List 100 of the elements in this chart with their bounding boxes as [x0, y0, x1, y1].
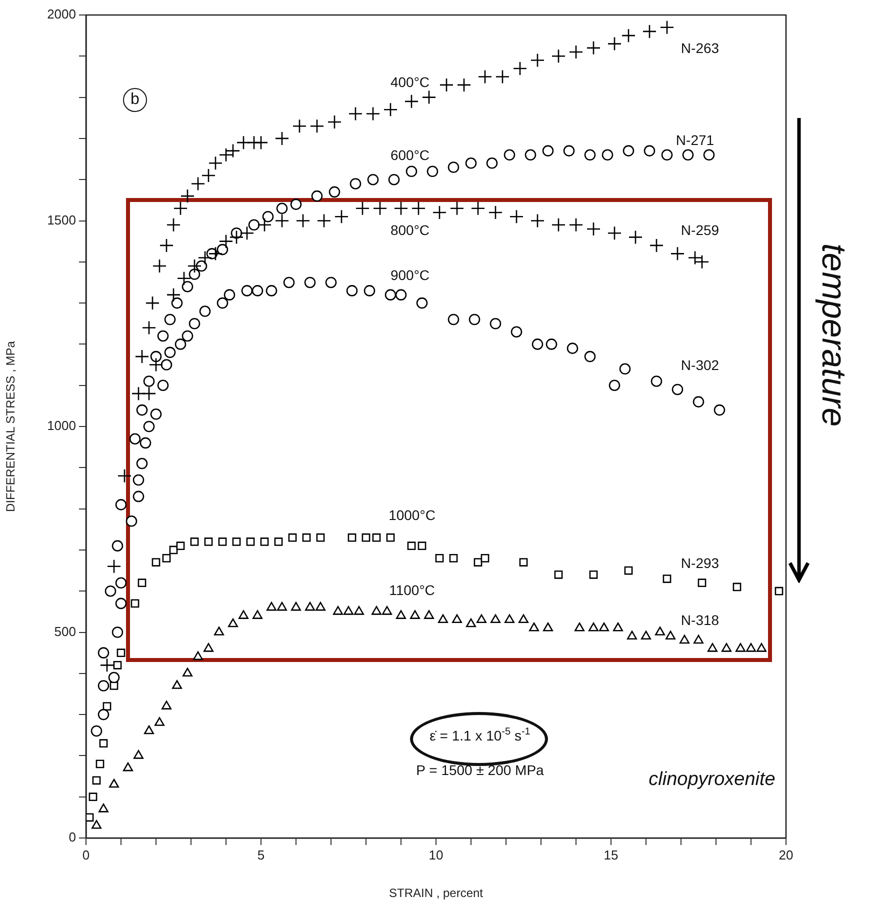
point [196, 260, 208, 272]
point [98, 647, 110, 658]
point [304, 276, 316, 288]
point [241, 285, 253, 296]
point [216, 297, 228, 309]
point [228, 618, 238, 628]
point [680, 634, 690, 644]
point [252, 610, 262, 619]
point [509, 209, 524, 224]
point [150, 350, 162, 362]
point [115, 577, 127, 589]
text: temperature [814, 243, 852, 427]
point [470, 201, 486, 216]
point [214, 626, 224, 636]
point [504, 614, 514, 624]
point [382, 606, 392, 615]
point [274, 214, 290, 228]
point [199, 306, 211, 317]
point [432, 205, 447, 220]
point [624, 566, 633, 575]
point [613, 622, 623, 632]
annotation: ε̇ = 1.1 x 10$^{-5}$ s$^{-1}$ [430, 726, 530, 744]
point [490, 318, 502, 330]
y-tick-label: 1000 [47, 418, 76, 434]
point [524, 149, 536, 161]
point [218, 538, 227, 546]
point [164, 346, 176, 358]
point [172, 680, 182, 689]
point [171, 297, 183, 309]
point [672, 384, 684, 396]
point [666, 630, 676, 640]
point [448, 162, 460, 173]
x-tick-label: 5 [257, 847, 265, 862]
point [504, 149, 516, 161]
point [254, 135, 268, 150]
point [115, 499, 127, 510]
point [465, 157, 477, 169]
point [311, 190, 323, 202]
point [608, 380, 620, 391]
point [362, 533, 370, 542]
point [367, 174, 379, 186]
point [364, 285, 376, 296]
point [109, 778, 119, 788]
point [628, 230, 643, 244]
point [166, 288, 181, 302]
point [140, 437, 152, 449]
point [246, 538, 255, 546]
point [104, 585, 116, 597]
point [182, 280, 194, 292]
x-tick-label: 15 [604, 847, 618, 862]
point [266, 285, 278, 296]
point [190, 538, 199, 546]
point [248, 219, 260, 231]
point [138, 578, 146, 588]
point [692, 396, 704, 408]
point [288, 533, 297, 542]
point [476, 614, 486, 624]
point [568, 218, 584, 232]
point [157, 380, 169, 391]
point [162, 554, 171, 562]
point [588, 622, 598, 632]
point [386, 533, 395, 542]
point [327, 114, 342, 130]
point [291, 602, 301, 611]
point [530, 53, 545, 68]
point [746, 643, 756, 652]
y-axis-title: DIFFERENTIAL STRESS , MPa [4, 340, 18, 512]
y-tick-label: 0 [68, 830, 76, 845]
point [296, 214, 310, 228]
point [98, 708, 110, 720]
point [201, 168, 216, 183]
point [204, 538, 213, 546]
annotation: 400°C [390, 74, 430, 90]
annotation: b [123, 88, 147, 112]
point [627, 630, 637, 640]
point [660, 20, 674, 34]
point [238, 610, 248, 619]
point [438, 614, 448, 624]
annotation: 900°C [390, 267, 430, 283]
point [532, 338, 544, 350]
point [126, 515, 138, 527]
point [188, 318, 200, 330]
point [518, 614, 528, 624]
point [488, 205, 503, 220]
point [384, 289, 396, 300]
point [292, 118, 307, 134]
point [159, 238, 174, 253]
point [456, 78, 472, 92]
point [305, 602, 315, 611]
point [277, 602, 287, 611]
point [714, 404, 726, 416]
point [586, 40, 601, 56]
point [145, 296, 160, 310]
point [486, 157, 498, 169]
point [466, 618, 476, 628]
point [512, 61, 528, 76]
point [774, 586, 784, 596]
point [276, 202, 288, 214]
point [662, 574, 672, 583]
point [574, 622, 584, 632]
